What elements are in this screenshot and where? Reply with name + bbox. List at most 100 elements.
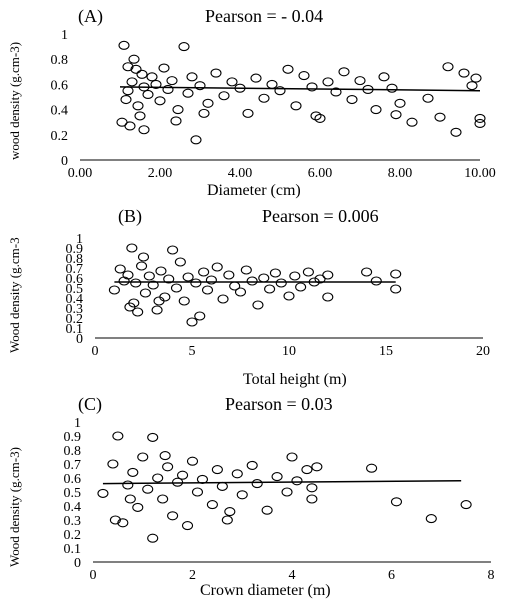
data-point	[205, 275, 217, 285]
data-point	[177, 470, 189, 480]
data-point	[310, 111, 322, 121]
data-point	[162, 462, 174, 472]
y-tick-label: 0.7	[64, 458, 82, 473]
data-point	[266, 79, 278, 89]
data-point	[182, 272, 194, 282]
data-point	[112, 431, 124, 441]
data-point	[172, 477, 184, 487]
panel-label: (C)	[78, 394, 102, 414]
data-point	[122, 270, 134, 280]
data-point	[286, 452, 298, 462]
data-point	[152, 473, 164, 483]
data-point	[394, 98, 406, 108]
y-tick-label: 1	[61, 28, 68, 43]
data-point	[306, 483, 318, 493]
data-point	[246, 276, 258, 286]
data-point	[157, 494, 169, 504]
data-point	[130, 278, 142, 288]
data-point	[163, 274, 175, 284]
data-point	[211, 262, 223, 272]
data-point	[151, 305, 163, 315]
trend-line	[102, 480, 462, 485]
y-tick-label: 0.9	[66, 242, 84, 257]
data-point	[116, 117, 128, 127]
data-point	[242, 108, 254, 118]
data-point	[118, 276, 130, 286]
data-point	[338, 67, 350, 77]
data-point	[289, 271, 301, 281]
y-tick-label: 0.5	[64, 486, 82, 501]
data-point	[143, 271, 155, 281]
data-point	[322, 292, 334, 302]
data-point	[258, 93, 270, 103]
data-point	[322, 270, 334, 280]
data-point	[146, 72, 158, 82]
data-point	[158, 63, 170, 73]
data-point	[170, 283, 183, 293]
data-point	[466, 81, 478, 91]
x-tick-label: 4.00	[228, 166, 253, 181]
y-tick-label: 0	[61, 154, 68, 169]
data-point	[142, 89, 154, 100]
data-point	[251, 479, 263, 489]
x-tick-label: 0	[90, 568, 97, 583]
y-tick-label: 1	[76, 232, 83, 247]
y-tick-label: 0.2	[64, 528, 82, 543]
panel-c: 0 2 4 6 8 0 0.1 0.2 0.3 0.4 0.5 0.6 0.7 0.8 0.9 1 (C) P…	[0, 395, 515, 605]
y-tick-label: 0.9	[64, 430, 82, 445]
data-point	[206, 500, 218, 510]
data-point	[223, 270, 235, 280]
data-point	[298, 71, 310, 81]
data-point	[178, 42, 190, 52]
data-point	[442, 62, 454, 72]
y-tick-label: 0	[74, 556, 81, 571]
data-point	[236, 490, 248, 500]
data-point	[114, 264, 126, 274]
data-point	[167, 245, 179, 255]
panel-b: 0 5 10 15 20 0 0.1 0.2 0.3 0.4 0.5 0.6 0.7 0.8 0.9 1 (B…	[0, 205, 515, 395]
data-point	[174, 257, 186, 267]
data-point	[271, 472, 283, 482]
data-point	[422, 93, 434, 103]
data-point	[231, 469, 243, 479]
pearson-value: Pearson = - 0.04	[205, 6, 324, 26]
data-point	[117, 518, 129, 528]
data-point	[120, 94, 132, 105]
y-tick-label: 0.8	[66, 252, 84, 267]
y-tick-label: 1	[74, 416, 81, 431]
data-point	[258, 273, 270, 283]
y-tick-label: 0.2	[66, 312, 84, 327]
data-point	[118, 40, 130, 50]
data-point	[132, 307, 144, 317]
y-tick-label: 0.4	[66, 292, 84, 307]
data-point	[150, 79, 162, 89]
data-point	[301, 465, 313, 475]
y-tick-label: 0	[76, 332, 83, 347]
y-tick-label: 0.8	[64, 444, 82, 459]
y-axis-label: Wood density (g.cm-3	[7, 237, 22, 353]
data-point	[346, 94, 358, 105]
data-point	[295, 282, 307, 292]
data-point	[128, 54, 140, 64]
data-point	[138, 125, 150, 135]
data-point	[474, 118, 486, 129]
data-point	[136, 69, 148, 79]
data-point	[311, 462, 323, 472]
data-point	[261, 505, 273, 515]
x-tick-label: 10.00	[464, 166, 496, 181]
data-point	[264, 284, 276, 294]
x-tick-label: 0	[92, 344, 99, 359]
x-tick-label: 8	[488, 568, 495, 583]
x-tick-label: 10	[282, 344, 296, 359]
data-point	[126, 77, 138, 87]
data-point	[281, 487, 293, 497]
data-point	[450, 127, 462, 137]
data-point	[134, 111, 146, 121]
data-point	[234, 287, 247, 297]
data-point	[302, 267, 314, 277]
x-tick-label: 5	[189, 344, 196, 359]
data-point	[107, 459, 119, 469]
x-tick-label: 2	[189, 568, 196, 583]
data-point	[390, 497, 403, 507]
